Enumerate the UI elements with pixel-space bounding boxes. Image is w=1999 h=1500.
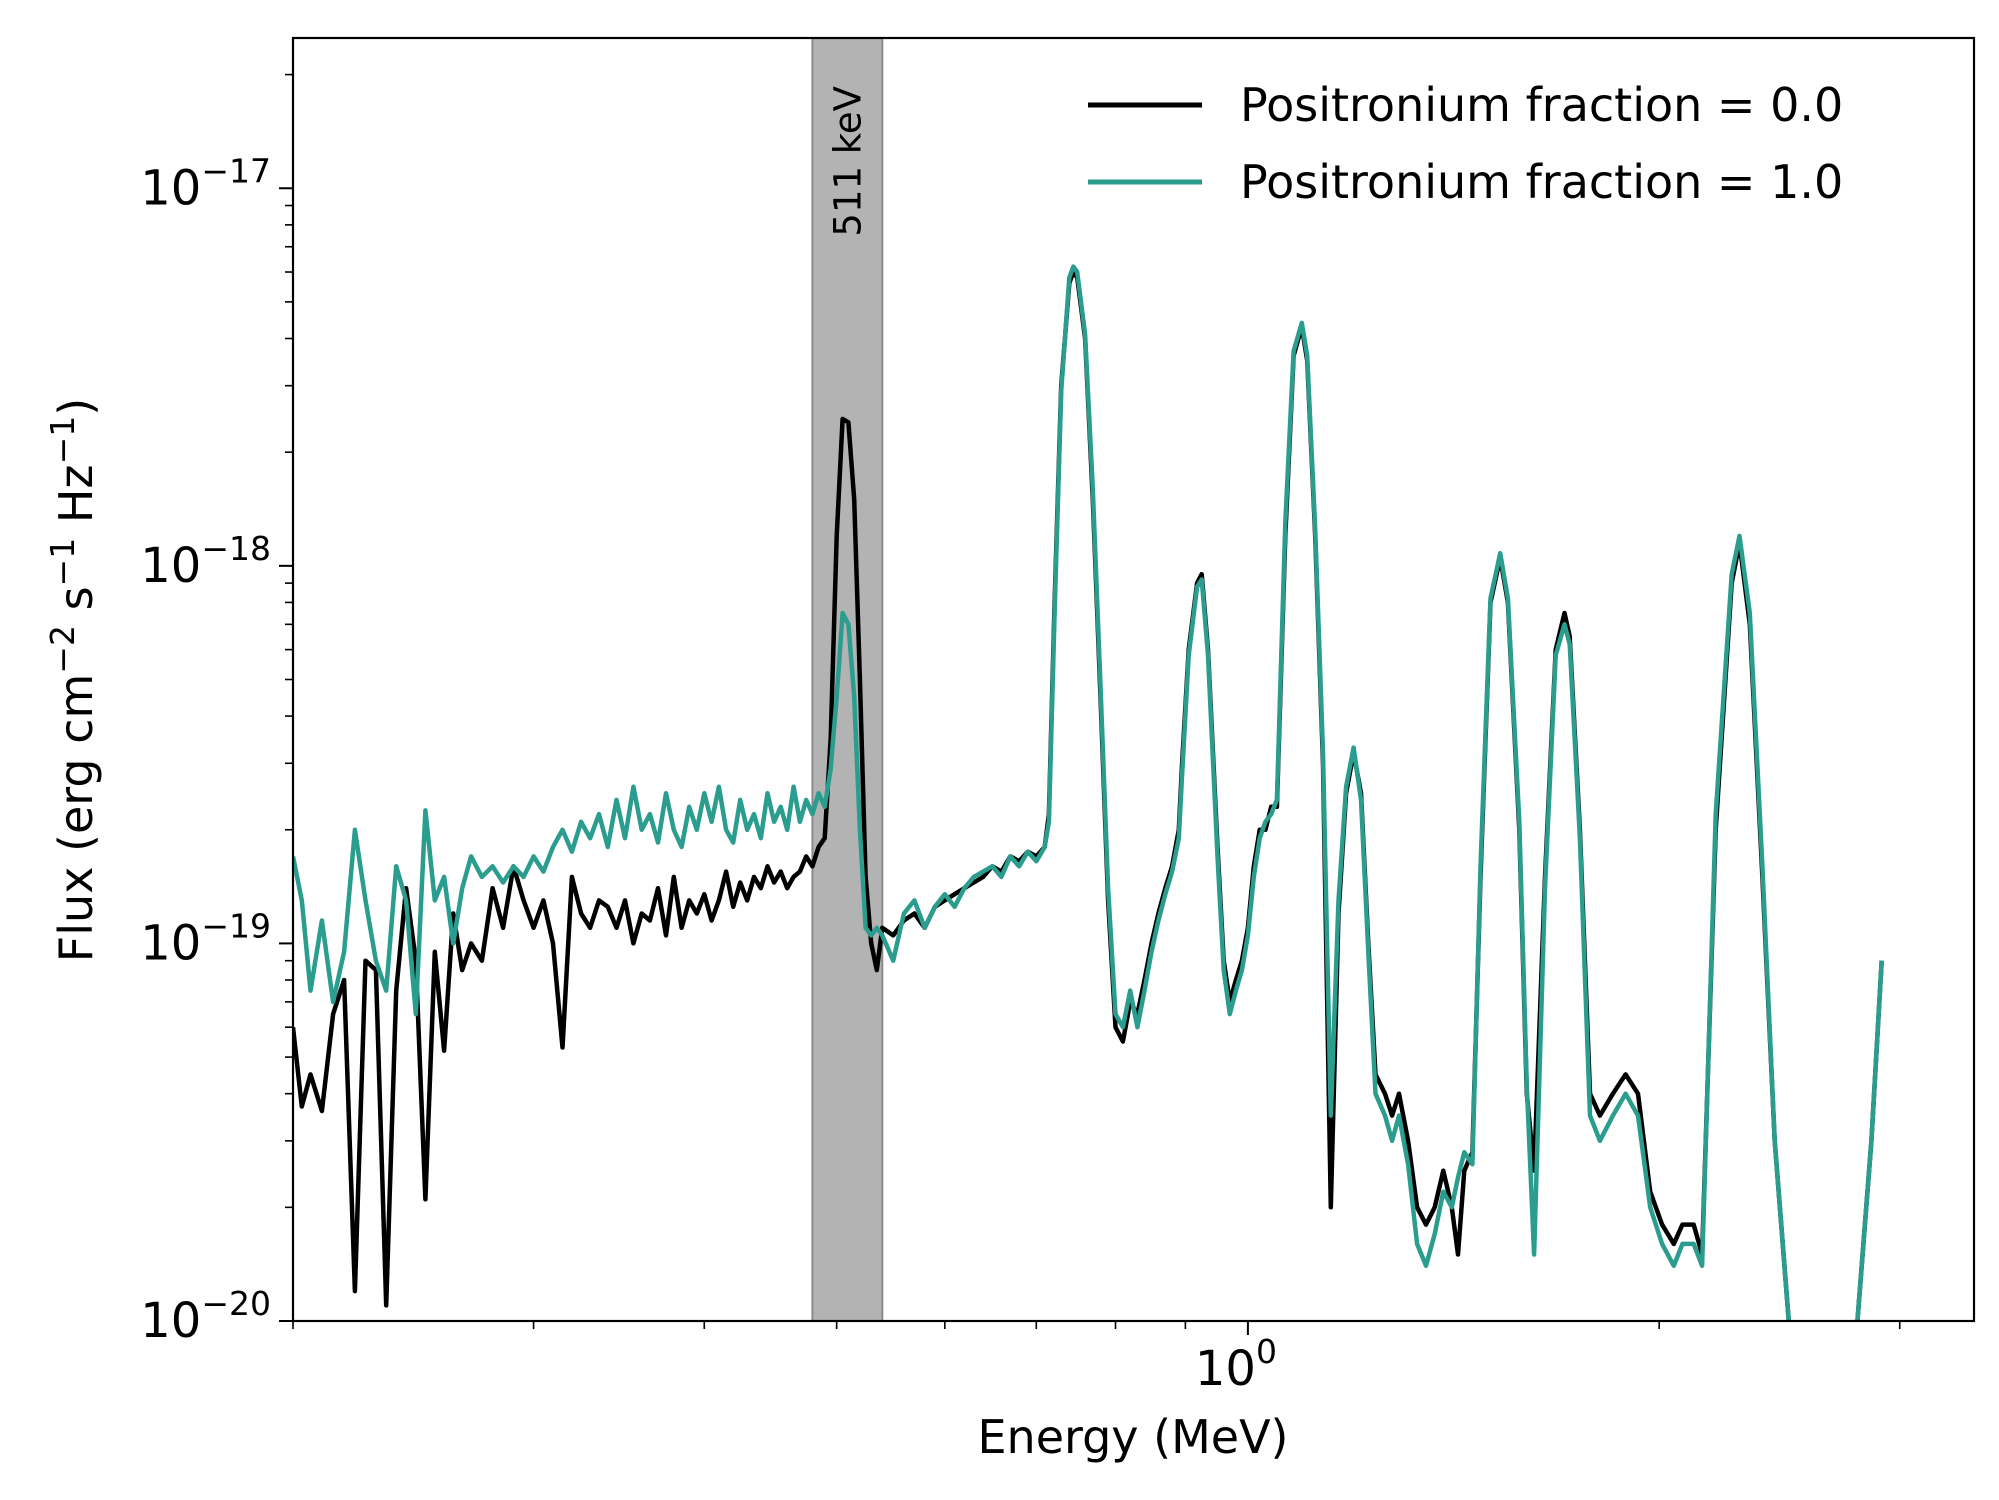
legend: Positronium fraction = 0.0 Positronium fr… bbox=[1088, 78, 1843, 209]
y-tick-label: 10−18 bbox=[140, 529, 271, 594]
y-tick-label: 10−17 bbox=[140, 151, 271, 216]
band-label: 511 keV bbox=[826, 86, 869, 237]
y-tick-label: 10−19 bbox=[140, 906, 271, 971]
series-layer bbox=[293, 264, 1884, 1321]
y-tick-label: 10−20 bbox=[140, 1284, 271, 1349]
x-axis-ticks: 100 bbox=[292, 1321, 1901, 1397]
x-tick-label: 100 bbox=[1195, 1332, 1277, 1397]
series-line-0 bbox=[293, 269, 1884, 1321]
legend-label-0: Positronium fraction = 0.0 bbox=[1240, 78, 1843, 132]
y-axis-ticks: 10−20 10−19 10−18 10−17 bbox=[140, 73, 293, 1349]
series-line-1 bbox=[293, 264, 1884, 1321]
plot-frame bbox=[291, 36, 1976, 1323]
band-511kev bbox=[811, 37, 884, 1322]
y-axis-label: Flux (erg cm−2 s−1 Hz−1) bbox=[43, 398, 103, 962]
x-axis-label: Energy (MeV) bbox=[977, 1410, 1288, 1464]
legend-label-1: Positronium fraction = 1.0 bbox=[1240, 155, 1843, 209]
